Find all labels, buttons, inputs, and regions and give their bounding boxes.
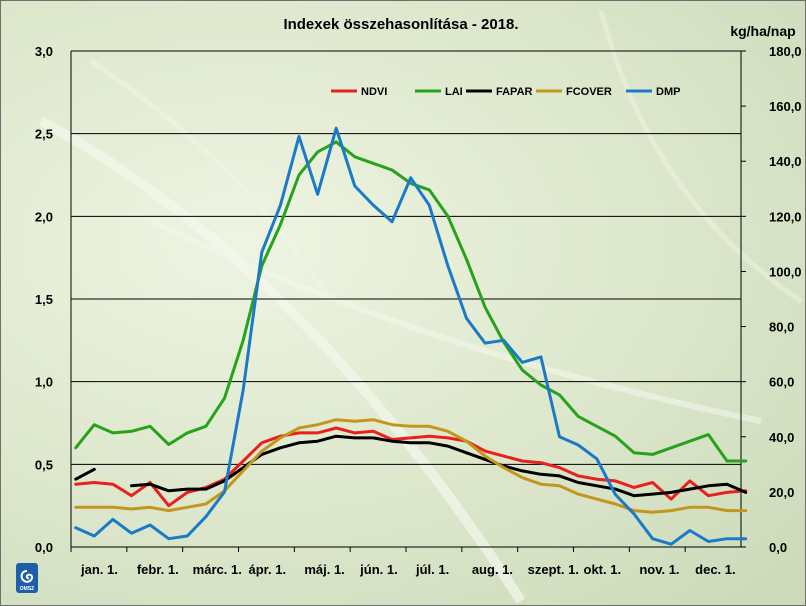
right-tick-label: 120,0: [769, 209, 802, 224]
left-tick-label: 1,0: [35, 375, 53, 390]
right-tick-label: 80,0: [769, 320, 794, 335]
series-line-fapar: [74, 434, 748, 498]
series-line-lai: [74, 140, 748, 463]
left-tick-label: 3,0: [35, 44, 53, 59]
x-tick-label: jún. 1.: [359, 562, 398, 577]
legend-label-dmp: DMP: [656, 86, 680, 98]
legend-label-fapar: FAPAR: [496, 86, 533, 98]
left-tick-label: 2,0: [35, 209, 53, 224]
left-tick-label: 1,5: [35, 292, 53, 307]
x-tick-label: máj. 1.: [304, 562, 344, 577]
legend-label-lai: LAI: [445, 86, 463, 98]
leaf-background: [38, 10, 803, 604]
right-axis-ticks: 0,0 20,0 40,0 60,0 80,0 100,0 120,0 140,0 160,0 1…: [741, 44, 802, 555]
right-tick-label: 40,0: [769, 430, 794, 445]
right-tick-label: 180,0: [769, 44, 802, 59]
x-axis-ticks: jan. 1. febr. 1. márc. 1. ápr. 1. máj. 1. jún…: [70, 547, 736, 577]
x-tick-label: aug. 1.: [472, 562, 513, 577]
x-tick-label: dec. 1.: [695, 562, 735, 577]
series-line-dmp: [74, 126, 748, 546]
legend-label-ndvi: NDVI: [361, 86, 387, 98]
x-tick-label: febr. 1.: [137, 562, 179, 577]
right-tick-label: 140,0: [769, 154, 802, 169]
right-tick-label: 0,0: [769, 540, 787, 555]
legend-label-fcover: FCOVER: [566, 86, 612, 98]
left-tick-label: 0,0: [35, 540, 53, 555]
x-tick-label: jan. 1.: [80, 562, 118, 577]
right-tick-label: 100,0: [769, 264, 802, 279]
x-tick-label: márc. 1.: [193, 562, 242, 577]
chart-title: Indexek összehasonlítása - 2018.: [283, 16, 518, 33]
x-tick-label: okt. 1.: [584, 562, 622, 577]
omsz-logo: OMSZ: [16, 563, 38, 593]
x-tick-label: ápr. 1.: [249, 562, 287, 577]
right-tick-label: 60,0: [769, 375, 794, 390]
legend: NDVI LAI FAPAR FCOVER DMP: [331, 86, 680, 98]
series-lines: [74, 126, 748, 546]
gridlines: [70, 50, 742, 548]
left-axis-ticks: 0,0 0,5 1,0 1,5 2,0 2,5 3,0: [35, 44, 53, 555]
x-tick-label: szept. 1.: [528, 562, 579, 577]
x-tick-label: nov. 1.: [639, 562, 679, 577]
left-tick-label: 0,5: [35, 457, 53, 472]
right-tick-label: 20,0: [769, 485, 794, 500]
right-tick-label: 160,0: [769, 99, 802, 114]
x-tick-label: júl. 1.: [415, 562, 449, 577]
series-line-ndvi: [74, 426, 748, 508]
logo-text: OMSZ: [20, 586, 34, 592]
left-tick-label: 2,5: [35, 127, 53, 142]
series-line-fcover: [74, 418, 748, 514]
right-axis-unit: kg/ha/nap: [730, 23, 795, 39]
